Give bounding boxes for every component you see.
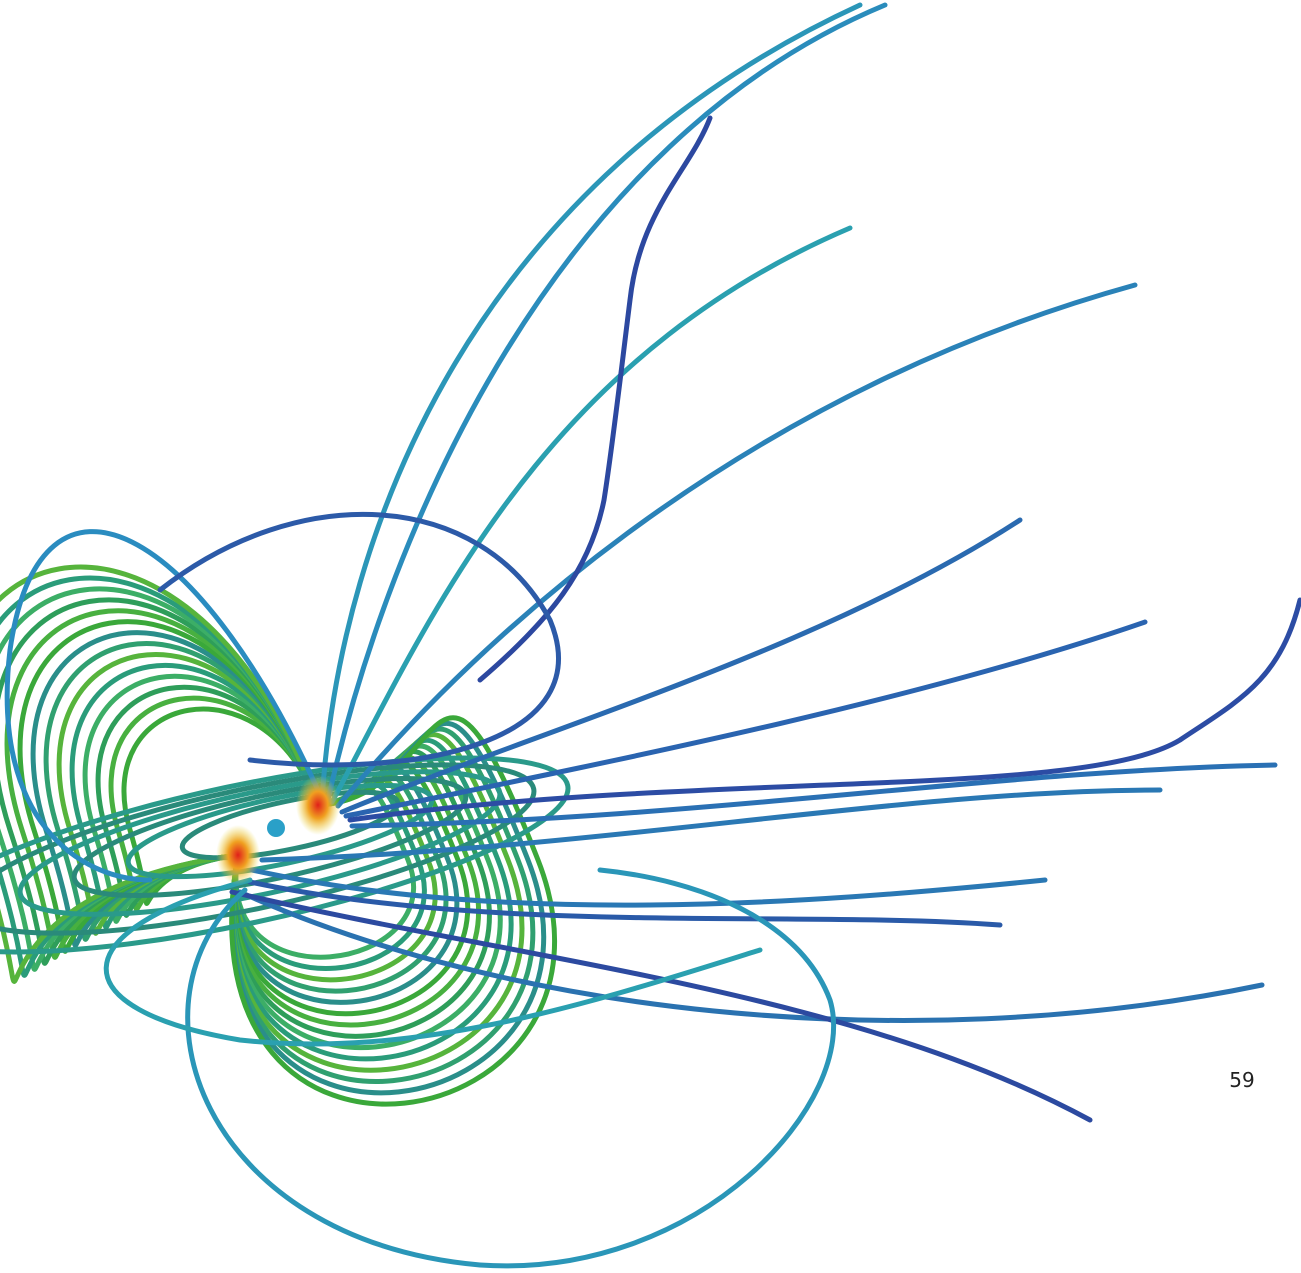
field-loop (43, 641, 321, 942)
field-line (4, 529, 328, 883)
field-line (339, 517, 1023, 815)
field-line (347, 597, 1301, 823)
field-loop (69, 662, 321, 930)
pole (216, 825, 260, 885)
field-loop (0, 597, 321, 966)
field-line (229, 889, 1093, 1123)
field-loop (4, 608, 321, 960)
field-line (249, 867, 1048, 908)
field-ring (0, 755, 571, 955)
pole (296, 775, 340, 835)
field-line (319, 2, 863, 803)
field-line (237, 889, 1265, 1023)
field-loop (229, 715, 557, 1107)
field-loop (121, 706, 321, 906)
field-line (247, 879, 1003, 928)
field-line (157, 512, 561, 768)
field-line (335, 282, 1138, 809)
field-line (259, 787, 1163, 863)
field-line (185, 867, 837, 1269)
field-line (325, 2, 888, 803)
field-loop (0, 586, 321, 972)
field-ring (179, 789, 401, 861)
field-line (343, 619, 1148, 819)
field-line (477, 115, 713, 683)
field-line (349, 762, 1278, 829)
center-sphere (267, 819, 285, 837)
field-line (103, 877, 763, 1047)
poles (216, 775, 340, 885)
page-number: 59 (1229, 1068, 1254, 1092)
field-ring (0, 762, 537, 936)
field-line (329, 225, 853, 805)
field-ring (17, 769, 503, 917)
open-field-lines (4, 2, 1301, 1269)
